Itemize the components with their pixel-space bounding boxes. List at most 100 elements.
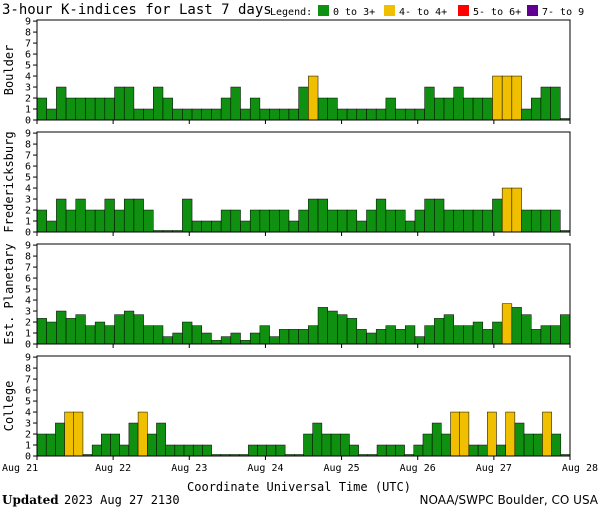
y-tick-label: 5 [25, 397, 31, 408]
bar [114, 314, 125, 345]
bar [492, 198, 503, 233]
bar [220, 209, 232, 233]
bar [298, 209, 309, 233]
bar [104, 198, 115, 233]
bar [453, 86, 464, 121]
bar [182, 198, 193, 233]
panel-frame [36, 243, 571, 345]
bar [511, 187, 522, 233]
bar [463, 325, 474, 345]
bar [530, 329, 542, 345]
bar [472, 209, 484, 233]
bar [482, 97, 493, 121]
bar [36, 318, 47, 345]
bar [36, 97, 47, 121]
y-tick-label: 4 [25, 72, 31, 83]
bar [308, 325, 319, 345]
bar [482, 209, 493, 233]
bar [75, 198, 86, 233]
bar [275, 444, 286, 457]
bar [424, 198, 435, 233]
bar [550, 209, 561, 233]
bar [413, 444, 424, 457]
bar [55, 422, 65, 457]
bar [303, 433, 313, 457]
bar [220, 336, 232, 345]
bar [540, 325, 551, 345]
bar [459, 411, 470, 457]
bar [36, 209, 47, 233]
bar [202, 444, 212, 457]
bar [443, 209, 454, 233]
legend-label: Legend: [270, 7, 312, 18]
y-tick-label: 6 [25, 162, 31, 173]
legend-item-label: 0 to 3+ [333, 7, 375, 18]
bar [405, 108, 416, 121]
bar [104, 325, 115, 345]
bar [450, 411, 460, 457]
bar [395, 209, 406, 233]
bar [317, 97, 328, 121]
y-tick-label: 8 [25, 140, 31, 151]
bar [492, 321, 503, 345]
bar [240, 340, 251, 345]
legend-swatch [458, 5, 469, 16]
updated-label: Updated [2, 493, 59, 507]
bar [279, 329, 290, 345]
bar [327, 97, 338, 121]
y-tick-label: 1 [25, 329, 31, 340]
bar [340, 433, 350, 457]
bar [269, 209, 280, 233]
y-tick-label: 0 [25, 452, 31, 463]
bar [288, 329, 299, 345]
bar [395, 108, 406, 121]
bar [422, 433, 433, 457]
panel-frame [36, 355, 571, 457]
bar [521, 209, 532, 233]
bar [128, 422, 139, 457]
x-tick-label: Aug 21 [2, 463, 38, 474]
bar [540, 86, 551, 121]
bar [521, 108, 532, 121]
bar [162, 336, 173, 345]
bar [463, 209, 474, 233]
y-tick-label: 9 [25, 129, 31, 140]
legend-swatch [527, 5, 538, 16]
bar [182, 108, 193, 121]
bar [266, 444, 277, 457]
bar [414, 209, 425, 233]
bar [560, 314, 571, 345]
y-tick-label: 7 [25, 151, 31, 162]
bar [182, 321, 193, 345]
bar [424, 325, 435, 345]
y-tick-label: 2 [25, 318, 31, 329]
bar [375, 108, 387, 121]
bar [523, 433, 534, 457]
bar [143, 108, 154, 121]
bar [279, 108, 290, 121]
y-tick-label: 3 [25, 419, 31, 430]
bar [143, 325, 154, 345]
bar [330, 433, 341, 457]
y-tick-label: 9 [25, 353, 31, 364]
bar [501, 303, 513, 345]
x-tick-label: Aug 24 [247, 463, 283, 474]
legend-item-label: 7- to 9 [542, 7, 584, 18]
bar [94, 209, 106, 233]
bar [114, 86, 125, 121]
bar [530, 209, 542, 233]
bar [472, 321, 484, 345]
bar [249, 97, 261, 121]
bar [94, 97, 106, 121]
bar [443, 314, 454, 345]
bar [308, 198, 319, 233]
bar [521, 314, 532, 345]
y-tick-label: 9 [25, 241, 31, 252]
bar [46, 321, 57, 345]
bar [317, 307, 328, 345]
bar [327, 310, 338, 345]
bar [156, 422, 166, 457]
y-tick-label: 7 [25, 39, 31, 50]
bar [366, 332, 377, 345]
